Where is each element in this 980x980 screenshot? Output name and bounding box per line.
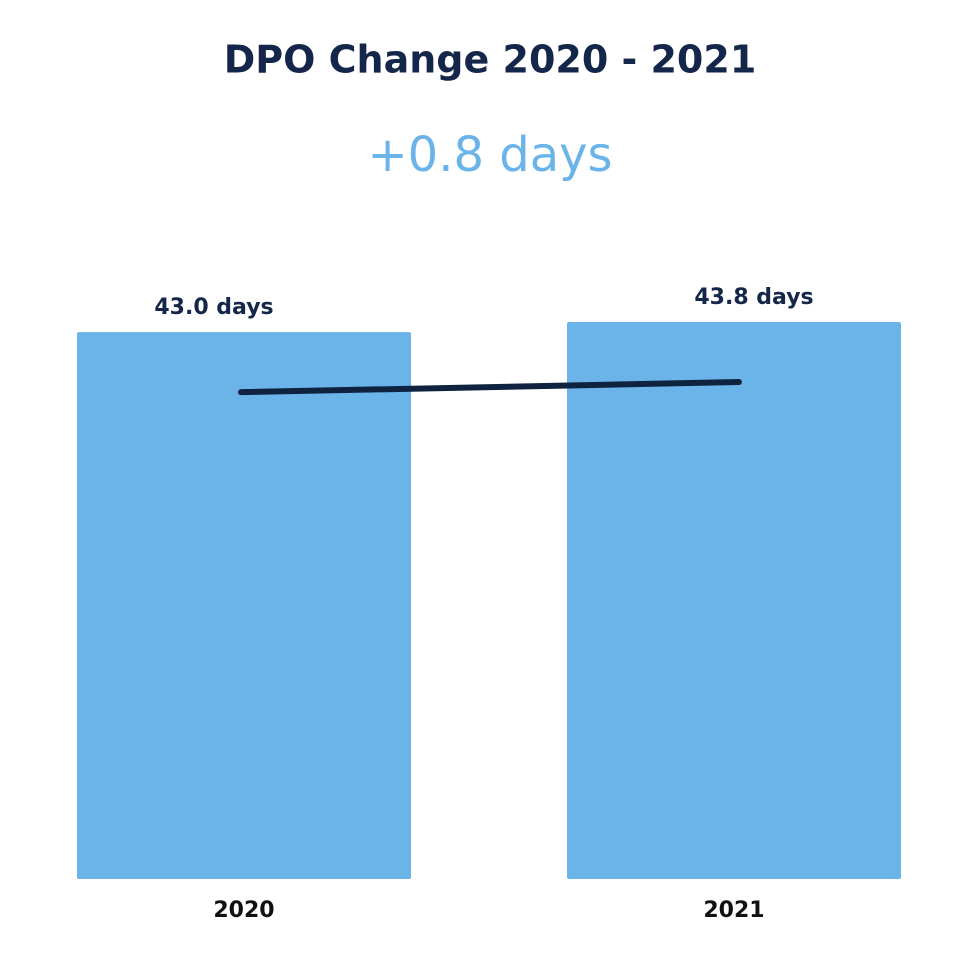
value-label: 43.8 days (694, 285, 813, 310)
change-line (238, 379, 742, 396)
bar (567, 322, 901, 879)
chart-title: DPO Change 2020 - 2021 (224, 38, 757, 82)
x-tick-label: 2021 (703, 898, 764, 923)
value-label: 43.0 days (154, 295, 273, 320)
chart-subtitle: +0.8 days (367, 127, 612, 183)
x-tick-label: 2020 (213, 898, 274, 923)
bar (77, 332, 411, 879)
